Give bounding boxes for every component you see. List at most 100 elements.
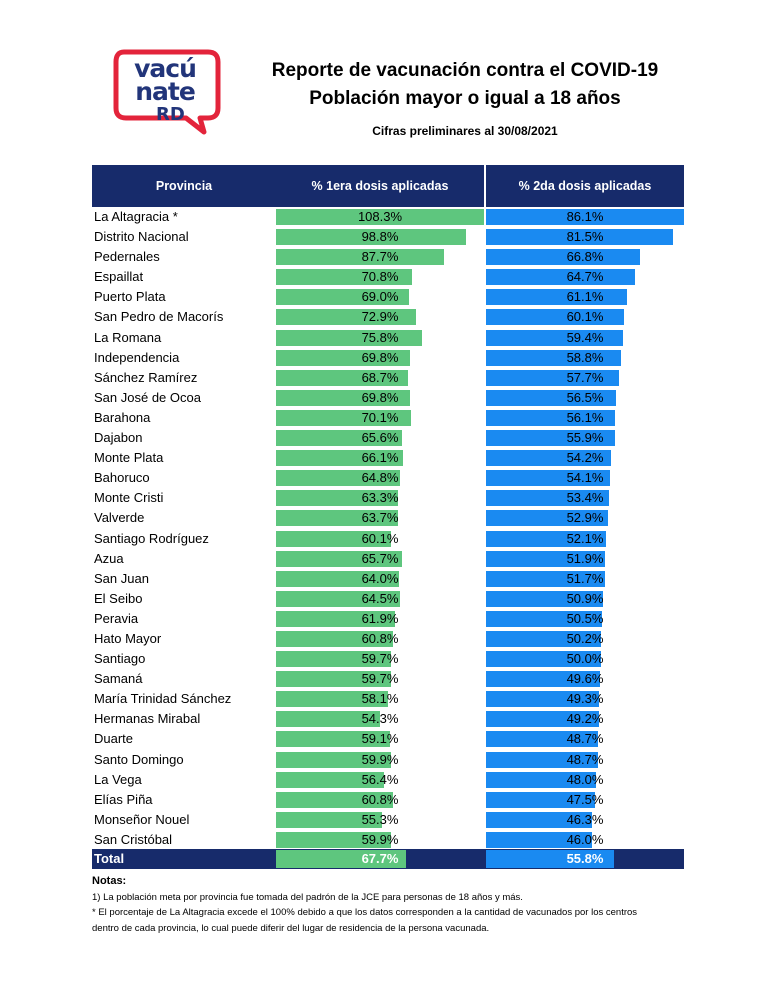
table-row: Dajabon 65.6% 55.9% [92, 428, 684, 448]
dose2-value: 47.5% [566, 791, 604, 807]
dose1-bar [276, 249, 444, 266]
dose1-bar [276, 430, 402, 447]
dose2-bar [486, 570, 605, 587]
dose2-bar [486, 671, 600, 688]
header-divider [484, 165, 486, 207]
province-name: La Altagracia * [94, 209, 178, 224]
dose2-value: 49.6% [566, 671, 604, 687]
report-date: Cifras preliminares al 30/08/2021 [372, 124, 558, 138]
dose1-bar [276, 590, 400, 607]
dose1-value: 87.7% [361, 249, 399, 265]
table-row: San Juan 64.0% 51.7% [92, 569, 684, 589]
table-row: María Trinidad Sánchez 58.1% 49.3% [92, 689, 684, 709]
dose1-value: 59.7% [361, 651, 399, 667]
dose1-value: 69.8% [361, 349, 399, 365]
dose2-bar [486, 430, 615, 447]
dose1-value: 59.7% [361, 671, 399, 687]
table-row: Distrito Nacional 98.8% 81.5% [92, 227, 684, 247]
table-row: El Seibo 64.5% 50.9% [92, 589, 684, 609]
province-name: Monseñor Nouel [94, 811, 190, 827]
dose2-value: 49.2% [566, 711, 604, 727]
dose1-value: 70.1% [361, 409, 399, 425]
dose1-value: 98.8% [361, 229, 399, 245]
province-name: El Seibo [94, 590, 143, 606]
dose1-value: 64.8% [361, 470, 399, 486]
dose2-bar [486, 771, 596, 788]
dose1-bar [276, 731, 390, 748]
province-name: Bahoruco [94, 470, 150, 486]
dose2-value: 51.9% [566, 550, 604, 566]
dose2-bar [486, 470, 610, 487]
dose2-value: 52.1% [566, 530, 604, 546]
table-row: La Altagracia * 108.3% 86.1% [92, 207, 684, 227]
dose1-value: 75.8% [361, 329, 399, 345]
table-row: Independencia 69.8% 58.8% [92, 348, 684, 368]
dose2-value: 56.5% [566, 389, 604, 405]
logo-text-line1: vacú [134, 54, 197, 83]
table-row: Monte Plata 66.1% 54.2% [92, 448, 684, 468]
dose1-bar [276, 711, 380, 728]
table-row: Santiago Rodríguez 60.1% 52.1% [92, 529, 684, 549]
dose1-value: 59.9% [361, 751, 399, 767]
province-name: Monte Cristi [94, 490, 164, 506]
province-name: Sánchez Ramírez [94, 369, 198, 385]
notes: Notas: 1) La población meta por provinci… [92, 874, 692, 936]
dose1-value: 68.7% [361, 369, 399, 385]
dose1-bar [276, 651, 391, 668]
dose2-bar [486, 791, 595, 808]
province-name: Santiago Rodríguez [94, 530, 209, 546]
dose2-bar [486, 811, 592, 828]
dose2-value: 81.5% [566, 229, 604, 245]
table-row: Pedernales 87.7% 66.8% [92, 247, 684, 267]
dose1-bar [276, 550, 402, 567]
table-row: Elías Piña 60.8% 47.5% [92, 790, 684, 810]
header-dose2: % 2da dosis aplicadas [518, 179, 652, 193]
province-name: La Vega [94, 771, 142, 787]
dose2-value: 54.1% [566, 470, 604, 486]
dose2-bar [486, 349, 621, 366]
dose1-value: 63.3% [361, 490, 399, 506]
dose2-value: 50.2% [566, 630, 604, 646]
dose2-bar [486, 329, 623, 346]
province-name: María Trinidad Sánchez [94, 691, 232, 707]
dose2-bar [486, 510, 608, 527]
dose2-value: 46.0% [566, 831, 604, 847]
total-dose1-bar [276, 850, 406, 868]
dose2-value: 55.9% [566, 430, 604, 446]
total-dose2-bar [486, 850, 614, 868]
dose2-bar [486, 209, 684, 225]
dose1-bar [276, 530, 391, 547]
header-dose1: % 1era dosis aplicadas [311, 179, 449, 193]
table-row: La Vega 56.4% 48.0% [92, 770, 684, 790]
note-2a: * El porcentaje de La Altagracia excede … [92, 907, 638, 918]
province-name: San Juan [94, 570, 149, 586]
total-dose2-value: 55.8% [566, 851, 604, 866]
dose2-value: 58.8% [566, 349, 604, 365]
dose2-bar [486, 530, 606, 547]
header-province: Provincia [155, 179, 213, 193]
province-name: Valverde [94, 510, 145, 526]
dose1-bar [276, 389, 410, 406]
dose2-value: 52.9% [566, 510, 604, 526]
dose2-value: 66.8% [566, 249, 604, 265]
dose1-bar [276, 570, 399, 587]
vacunate-rd-logo: vacú nate RD [112, 46, 222, 136]
note-1: 1) La población meta por provincia fue t… [92, 891, 523, 903]
dose1-bar [276, 329, 422, 346]
dose2-bar [486, 389, 616, 406]
dose1-value: 60.8% [361, 630, 399, 646]
dose1-bar [276, 771, 384, 788]
dose1-value: 61.9% [361, 610, 399, 626]
dose2-bar [486, 309, 624, 326]
note-2b: dentro de cada provincia, lo cual puede … [92, 922, 490, 934]
province-name: Duarte [94, 731, 134, 747]
table-header: Provincia % 1era dosis aplicadas % 2da d… [92, 165, 684, 207]
dose2-value: 60.1% [566, 309, 604, 325]
dose1-bar [276, 289, 409, 306]
province-name: Santo Domingo [94, 751, 184, 767]
table-row: San Cristóbal 59.9% 46.0% [92, 830, 684, 850]
vaccination-table: Provincia % 1era dosis aplicadas % 2da d… [92, 165, 684, 850]
dose1-bar [276, 791, 393, 808]
province-name: Dajabon [94, 430, 143, 446]
table-row: Monseñor Nouel 55.3% 46.3% [92, 810, 684, 830]
